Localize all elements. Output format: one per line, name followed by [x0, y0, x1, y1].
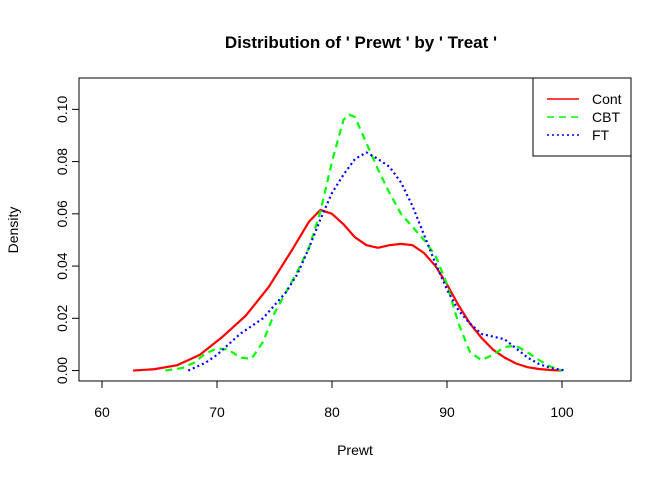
x-tick-label: 100	[550, 404, 574, 420]
legend-label-cbt: CBT	[592, 109, 620, 125]
plot-area	[132, 113, 566, 372]
x-tick-label: 80	[324, 404, 340, 420]
y-axis: 0.00 0.02 0.04 0.06 0.08 0.10	[54, 96, 80, 384]
x-tick-label: 90	[439, 404, 455, 420]
legend-label-ft: FT	[592, 127, 610, 143]
legend: Cont CBT FT	[532, 77, 632, 157]
series-line-cont	[132, 208, 563, 372]
y-tick-label: 0.10	[54, 96, 70, 123]
y-axis-label: Density	[5, 207, 21, 254]
series-line-ft	[187, 151, 566, 372]
y-tick-label: 0.08	[54, 148, 70, 175]
y-tick-label: 0.04	[54, 252, 70, 279]
legend-label-cont: Cont	[592, 91, 622, 107]
x-tick-label: 60	[94, 404, 110, 420]
x-axis-label: Prewt	[337, 442, 373, 458]
y-tick-label: 0.00	[54, 357, 70, 384]
y-tick-label: 0.02	[54, 304, 70, 331]
x-tick-label: 70	[209, 404, 225, 420]
x-axis: 60 70 80 90 100	[94, 380, 574, 420]
chart-title: Distribution of ' Prewt ' by ' Treat '	[225, 33, 497, 52]
y-tick-label: 0.06	[54, 200, 70, 227]
